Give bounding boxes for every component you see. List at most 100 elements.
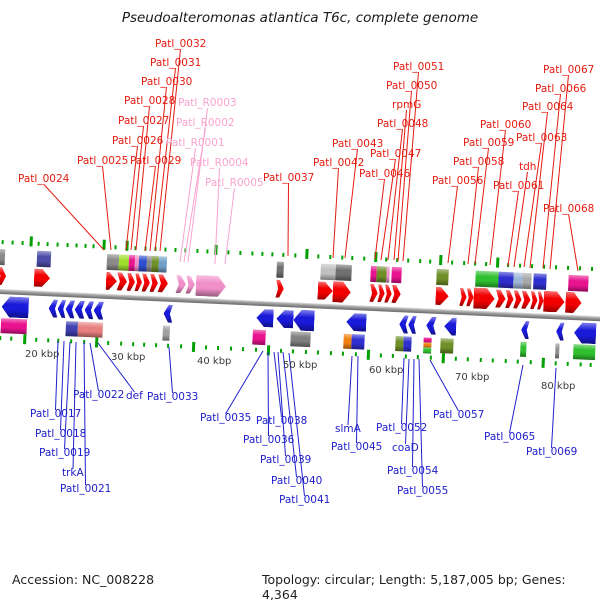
gene-arrow-reverse[interactable] bbox=[93, 301, 104, 319]
gene-arrow-forward[interactable] bbox=[135, 273, 143, 291]
gene-box-lower[interactable] bbox=[554, 343, 560, 359]
gene-label-rpmg[interactable]: rpmG bbox=[392, 99, 422, 111]
gene-label-patl_0051[interactable]: Patl_0051 bbox=[393, 61, 445, 73]
gene-box-lower[interactable] bbox=[290, 331, 311, 348]
gene-label-patl_0041[interactable]: Patl_0041 bbox=[279, 494, 331, 506]
gene-box-lower[interactable] bbox=[252, 329, 266, 346]
gene-box-lower[interactable] bbox=[403, 336, 412, 352]
gene-arrow-reverse[interactable] bbox=[399, 315, 409, 333]
gene-box-upper[interactable] bbox=[522, 272, 532, 290]
gene-arrow-forward[interactable] bbox=[466, 288, 474, 306]
gene-label-patl_0055[interactable]: Patl_0055 bbox=[397, 485, 449, 497]
gene-box-lower[interactable] bbox=[351, 334, 365, 350]
gene-label-patl_0033[interactable]: Patl_0033 bbox=[147, 391, 199, 403]
gene-arrow-forward[interactable] bbox=[275, 280, 284, 298]
gene-label-patl_0017[interactable]: Patl_0017 bbox=[30, 408, 82, 420]
gene-label-patl_0046[interactable]: Patl_0046 bbox=[359, 168, 411, 180]
gene-label-slma[interactable]: slmA bbox=[335, 423, 361, 435]
gene-arrow-forward[interactable] bbox=[195, 275, 226, 297]
gene-box-lower[interactable] bbox=[440, 338, 454, 354]
gene-arrow-forward[interactable] bbox=[142, 273, 151, 291]
gene-box-lower[interactable] bbox=[162, 325, 171, 341]
gene-arrow-reverse[interactable] bbox=[293, 309, 315, 331]
gene-arrow-forward[interactable] bbox=[377, 284, 385, 302]
gene-box-lower[interactable] bbox=[519, 341, 527, 357]
gene-box-lower[interactable] bbox=[423, 347, 432, 354]
gene-label-patl_0050[interactable]: Patl_0050 bbox=[386, 80, 438, 92]
gene-arrow-forward[interactable] bbox=[530, 291, 538, 309]
gene-arrow-forward[interactable] bbox=[435, 287, 449, 306]
gene-arrow-forward[interactable] bbox=[332, 281, 351, 303]
gene-arrow-reverse[interactable] bbox=[57, 300, 66, 318]
gene-label-def[interactable]: def bbox=[126, 390, 143, 402]
gene-label-patl_r0004[interactable]: Patl_R0004 bbox=[190, 157, 249, 169]
gene-arrow-forward[interactable] bbox=[369, 284, 378, 302]
gene-box-upper[interactable] bbox=[320, 263, 336, 281]
gene-arrow-reverse[interactable] bbox=[74, 300, 85, 318]
gene-box-upper[interactable] bbox=[391, 266, 402, 284]
gene-box-upper[interactable] bbox=[386, 266, 390, 283]
gene-arrow-reverse[interactable] bbox=[65, 300, 75, 318]
gene-box-upper[interactable] bbox=[335, 264, 352, 281]
gene-arrow-forward[interactable] bbox=[127, 273, 136, 291]
gene-label-patl_0036[interactable]: Patl_0036 bbox=[243, 434, 295, 446]
gene-arrow-forward[interactable] bbox=[521, 291, 531, 309]
gene-arrow-forward[interactable] bbox=[473, 288, 495, 310]
gene-box-upper[interactable] bbox=[475, 270, 499, 288]
gene-arrow-reverse[interactable] bbox=[444, 317, 457, 336]
gene-arrow-forward[interactable] bbox=[495, 290, 506, 308]
gene-label-patl_0067[interactable]: Patl_0067 bbox=[543, 64, 595, 76]
gene-arrow-reverse[interactable] bbox=[408, 316, 417, 334]
gene-label-patl_0045[interactable]: Patl_0045 bbox=[331, 441, 383, 453]
gene-arrow-forward[interactable] bbox=[34, 269, 51, 288]
gene-label-patl_0052[interactable]: Patl_0052 bbox=[376, 422, 428, 434]
gene-arrow-reverse[interactable] bbox=[556, 322, 565, 340]
gene-label-patl_0042[interactable]: Patl_0042 bbox=[313, 157, 365, 169]
gene-label-patl_0065[interactable]: Patl_0065 bbox=[484, 431, 536, 443]
gene-box-lower[interactable] bbox=[0, 318, 28, 335]
gene-label-patl_0037[interactable]: Patl_0037 bbox=[263, 172, 315, 184]
gene-label-patl_0063[interactable]: Patl_0063 bbox=[516, 132, 568, 144]
gene-label-patl_r0001[interactable]: Patl_R0001 bbox=[166, 137, 225, 149]
gene-label-patl_0047[interactable]: Patl_0047 bbox=[370, 148, 422, 160]
gene-arrow-forward[interactable] bbox=[565, 292, 582, 314]
gene-box-upper[interactable] bbox=[568, 274, 589, 292]
gene-box-upper[interactable] bbox=[436, 268, 449, 286]
gene-label-patl_0026[interactable]: Patl_0026 bbox=[112, 135, 164, 147]
gene-label-tdh[interactable]: tdh bbox=[519, 161, 537, 173]
gene-box-lower[interactable] bbox=[77, 321, 104, 338]
gene-label-patl_0054[interactable]: Patl_0054 bbox=[387, 465, 439, 477]
gene-arrow-reverse[interactable] bbox=[48, 299, 58, 317]
gene-arrow-forward[interactable] bbox=[384, 285, 392, 303]
gene-label-patl_r0003[interactable]: Patl_R0003 bbox=[178, 97, 237, 109]
gene-label-patl_0066[interactable]: Patl_0066 bbox=[535, 83, 587, 95]
gene-label-patl_0032[interactable]: Patl_0032 bbox=[155, 38, 207, 50]
gene-label-patl_0025[interactable]: Patl_0025 bbox=[77, 155, 129, 167]
gene-arrow-forward[interactable] bbox=[150, 274, 159, 292]
gene-label-patl_0018[interactable]: Patl_0018 bbox=[35, 428, 87, 440]
gene-arrow-forward[interactable] bbox=[158, 274, 169, 292]
gene-label-patl_0029[interactable]: Patl_0029 bbox=[130, 155, 182, 167]
gene-label-patl_0068[interactable]: Patl_0068 bbox=[543, 203, 595, 215]
gene-arrow-forward[interactable] bbox=[537, 291, 544, 309]
gene-label-patl_0027[interactable]: Patl_0027 bbox=[118, 115, 170, 127]
gene-arrow-forward[interactable] bbox=[117, 272, 128, 290]
gene-arrow-reverse[interactable] bbox=[276, 310, 294, 329]
gene-arrow-forward[interactable] bbox=[0, 267, 6, 285]
gene-label-patl_0064[interactable]: Patl_0064 bbox=[522, 101, 574, 113]
gene-arrow-forward[interactable] bbox=[317, 281, 333, 300]
gene-label-patl_0031[interactable]: Patl_0031 bbox=[150, 57, 202, 69]
gene-label-trka[interactable]: trkA bbox=[62, 467, 84, 479]
gene-label-coad[interactable]: coaD bbox=[392, 442, 419, 454]
gene-arrow-forward[interactable] bbox=[176, 275, 187, 293]
gene-label-patl_0022[interactable]: Patl_0022 bbox=[73, 389, 125, 401]
gene-label-patl_0069[interactable]: Patl_0069 bbox=[526, 446, 578, 458]
gene-label-patl_0048[interactable]: Patl_0048 bbox=[377, 118, 429, 130]
gene-arrow-forward[interactable] bbox=[185, 275, 195, 293]
gene-label-patl_r0002[interactable]: Patl_R0002 bbox=[176, 117, 235, 129]
gene-box-lower[interactable] bbox=[572, 344, 596, 361]
gene-label-patl_r0005[interactable]: Patl_R0005 bbox=[205, 177, 264, 189]
gene-label-patl_0060[interactable]: Patl_0060 bbox=[480, 119, 532, 131]
gene-arrow-reverse[interactable] bbox=[1, 296, 29, 318]
gene-label-patl_0059[interactable]: Patl_0059 bbox=[463, 137, 515, 149]
